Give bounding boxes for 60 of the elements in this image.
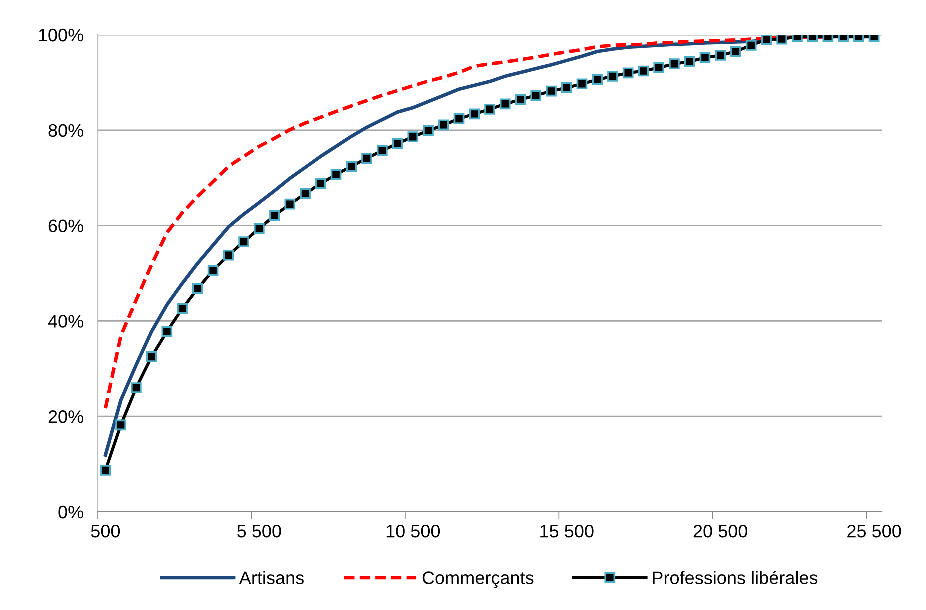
point: [208, 265, 219, 276]
y-tick-label: 0%: [58, 506, 84, 519]
y-tick-label: 60%: [48, 220, 84, 233]
point: [392, 138, 404, 150]
point: [684, 56, 696, 68]
point: [515, 94, 526, 106]
y-tick-label: 40%: [48, 315, 84, 328]
point: [454, 114, 465, 124]
point: [730, 46, 742, 58]
point: [530, 90, 542, 101]
point: [146, 352, 158, 362]
point: [376, 145, 388, 156]
legend-label: Commerçants: [422, 572, 534, 588]
point: [177, 303, 188, 314]
point: [500, 98, 511, 110]
point: [238, 236, 250, 248]
point: [638, 66, 650, 77]
point: [776, 35, 788, 45]
point: [269, 210, 280, 222]
y-tick-label: 80%: [48, 124, 84, 138]
point: [700, 52, 711, 64]
x-tick-label: 5 500: [238, 524, 282, 538]
point: [284, 198, 296, 210]
point: [746, 40, 757, 51]
x-tick-label: 10 500: [386, 524, 440, 538]
point: [162, 326, 173, 338]
point: [715, 50, 726, 61]
point: [254, 223, 265, 234]
y-tick-label: 20%: [48, 410, 84, 424]
point: [561, 82, 572, 94]
point: [484, 104, 496, 115]
point: [116, 420, 126, 431]
point: [546, 86, 557, 97]
point: [576, 78, 588, 90]
point: [469, 108, 480, 120]
x-tick-label: 20 500: [694, 524, 748, 538]
legend-label: Professions libérales: [653, 570, 818, 584]
point: [330, 169, 342, 180]
point: [362, 153, 372, 164]
point: [192, 283, 204, 294]
legend-label: Artisans: [239, 571, 304, 584]
point: [592, 74, 604, 86]
point: [438, 120, 450, 131]
point: [315, 178, 326, 190]
point: [100, 465, 112, 476]
point: [761, 35, 772, 46]
point: [622, 68, 634, 79]
x-tick-label: 15 500: [540, 524, 594, 538]
point: [608, 71, 618, 82]
point: [131, 382, 142, 394]
point: [423, 125, 434, 136]
x-tick-label: 25 500: [848, 524, 902, 538]
point: [669, 58, 680, 70]
x-tick-label: 500: [91, 524, 120, 538]
point: [346, 161, 358, 172]
point: [300, 188, 311, 200]
point: [654, 62, 665, 74]
y-tick-label: 100%: [39, 28, 84, 42]
point: [408, 132, 419, 142]
point: [223, 250, 234, 261]
